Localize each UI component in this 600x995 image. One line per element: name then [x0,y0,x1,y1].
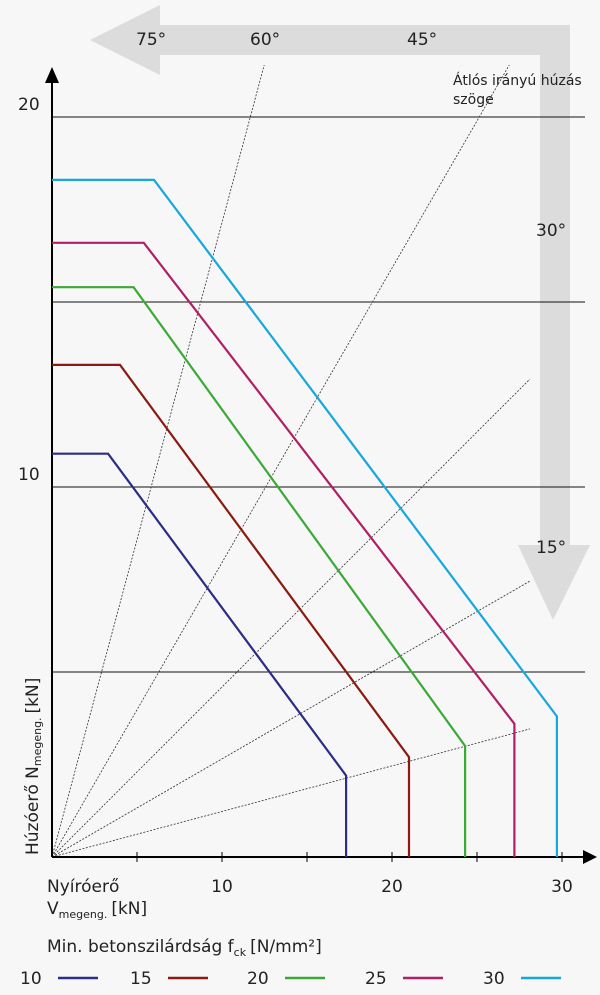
legend-label-20: 20 [247,969,269,989]
series-line-15 [52,363,411,857]
axes [45,67,597,864]
angle-label-45: 45° [407,30,437,50]
angle-line-60 [51,64,510,858]
legend-label-10: 10 [20,969,42,989]
angle-arrow-label-line-1: Átlós irányú húzás [453,72,582,89]
y-tick-label-20: 20 [18,95,40,115]
labels: Átlós irányú húzás szöge Húzóerő Nmegeng… [23,72,582,959]
series-lines [52,178,559,857]
legend: 10 15 20 25 30 [20,969,561,989]
legend-title: Min. betonszilárdság fck [N/mm²] [47,937,322,959]
series-line-10 [52,452,348,857]
x-axis-label-line-1: Nyíróerő [47,877,119,897]
series-line-20 [52,286,467,857]
x-tick-label-20: 20 [381,877,403,897]
x-axis-arrowhead [583,850,597,864]
gridlines [52,116,585,673]
legend-label-15: 15 [130,969,152,989]
angle-arrow-label-line-2: szöge [453,92,494,108]
y-tick-label-10: 10 [18,465,40,485]
legend-label-25: 25 [365,969,387,989]
angle-direction-arrow [90,5,590,620]
angle-label-30: 30° [536,221,566,241]
angle-label-60: 60° [250,30,280,50]
x-tick-label-10: 10 [211,877,233,897]
series-line-25 [52,241,516,857]
legend-label-30: 30 [483,969,505,989]
y-axis-label: Húzóerő Nmegeng.[kN] [23,678,44,855]
y-axis-arrowhead [45,67,59,83]
x-axis-label-line-2: Vmegeng. [kN] [47,899,147,921]
x-tick-label-30: 30 [551,877,573,897]
angle-label-15: 15° [536,538,566,558]
angle-lines: 75° 60° 45° 30° 15° [51,30,566,858]
series-line-30 [52,178,559,857]
angle-line-15 [51,728,531,858]
angle-line-30 [51,580,531,858]
ticks: 10 20 30 10 20 [18,95,573,897]
angle-line-45 [51,378,531,858]
angle-label-75: 75° [136,30,166,50]
angle-line-75 [51,64,265,858]
